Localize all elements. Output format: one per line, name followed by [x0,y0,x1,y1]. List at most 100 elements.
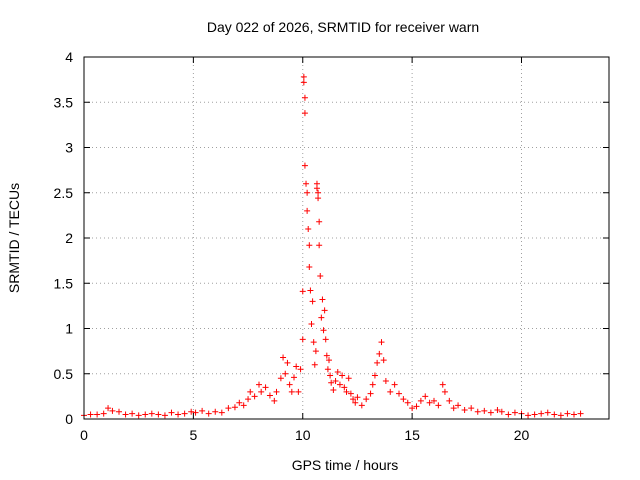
data-point [324,366,331,373]
grid-lines [84,57,609,419]
data-point [544,409,551,416]
x-axis-title: GPS time / hours [292,457,399,473]
data-point [218,409,225,416]
data-point [116,408,122,415]
data-point [305,225,312,232]
data-point [371,372,378,379]
data-point [306,242,313,249]
data-point [192,409,199,416]
x-tick-label: 10 [295,427,311,443]
data-point [409,405,416,412]
data-point [100,410,107,417]
data-point [332,377,339,384]
data-point [310,339,317,346]
data-point [282,370,289,377]
data-point [175,411,182,418]
data-point [236,399,243,406]
data-point [326,357,332,364]
x-tick-label: 0 [80,427,88,443]
data-point [538,410,545,417]
data-point [105,405,112,412]
data-point [498,408,505,415]
data-point [474,408,481,415]
data-point [450,405,457,412]
chart-title: Day 022 of 2026, SRMTID for receiver war… [207,19,479,35]
y-tick-label: 2.5 [54,185,74,201]
data-point [245,396,252,403]
data-point [277,375,284,382]
data-point [168,409,175,416]
data-point [461,406,468,413]
data-point [400,396,407,403]
data-point [352,399,359,406]
data-point [304,189,311,196]
data-point [358,402,365,409]
data-point [347,390,354,397]
data-point [439,381,446,388]
data-point [299,336,306,343]
data-point [306,263,313,270]
data-point [301,94,308,101]
data-point [181,410,188,417]
data-point [396,390,402,397]
data-point [300,79,307,86]
y-tick-label: 1 [65,321,73,337]
y-tick-label: 2 [65,230,73,246]
data-point [301,110,308,117]
data-point [297,366,304,373]
data-point [431,397,437,404]
data-point [350,396,357,403]
data-point [363,396,370,403]
data-point [188,408,195,415]
data-point [487,409,494,416]
data-point [318,314,325,321]
data-point [247,388,254,395]
data-point [525,412,532,419]
data-point [316,218,323,225]
plot-frame [83,56,610,420]
data-point [374,359,381,366]
data-point [155,411,162,418]
data-point [435,402,442,409]
data-point [319,296,326,303]
data-point [135,412,142,419]
data-point [293,363,300,370]
data-point [571,411,577,418]
data-point [341,384,348,391]
data-point [199,407,206,414]
data-point [354,394,361,401]
data-point [225,405,232,412]
data-point [446,397,453,404]
data-point [422,393,429,400]
data-point [300,73,307,80]
data-point [391,381,398,388]
data-point [481,407,488,414]
data-point [308,320,315,327]
data-point [320,327,327,334]
data-point [315,195,322,202]
data-point [455,402,462,409]
y-tick-label: 0.5 [54,366,74,382]
data-point [380,357,387,364]
data-point [413,403,420,410]
data-point [262,384,269,391]
data-point [129,410,136,417]
y-tick-label: 3.5 [54,94,74,110]
data-point [369,381,376,388]
data-point [339,372,346,379]
data-points [81,73,584,419]
y-axis-title: SRMTID / TECUs [6,183,22,293]
data-point [323,352,330,359]
data-point [468,405,475,412]
data-point [286,381,293,388]
data-point [284,359,291,366]
data-point [304,207,311,214]
data-point [307,287,314,294]
data-point [551,411,558,418]
data-point [511,409,518,416]
data-point [212,408,219,415]
data-point [343,388,350,395]
data-point [266,392,273,399]
data-point [312,348,319,355]
data-point [240,402,247,409]
